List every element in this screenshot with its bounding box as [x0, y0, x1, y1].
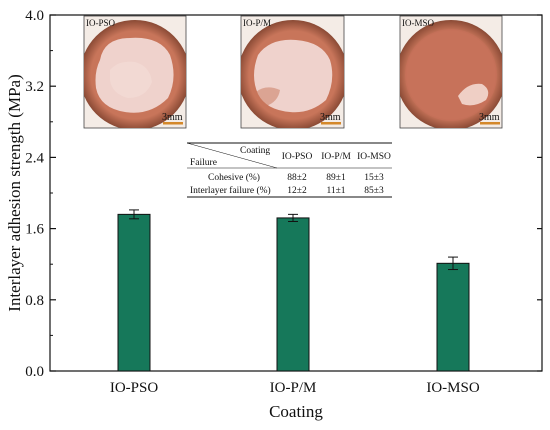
y-tick-label: 3.2: [25, 79, 44, 95]
table-corner-failure: Failure: [190, 158, 217, 168]
x-tick-label: IO-P/M: [270, 380, 317, 396]
x-tick-label: IO-MSO: [426, 380, 480, 396]
table-col-header: IO-PSO: [282, 152, 313, 162]
failure-table: Coating Failure IO-PSO IO-P/M IO-MSO Coh…: [186, 142, 392, 198]
table-corner-coating: Coating: [240, 146, 270, 156]
y-tick-label: 4.0: [25, 8, 44, 24]
inset-label-io-mso: IO-MSO: [402, 18, 435, 28]
error-bar: [129, 209, 139, 220]
table-cell: 11±1: [326, 186, 345, 196]
error-bar: [448, 256, 458, 271]
bar: [117, 213, 151, 372]
table-row-label: Interlayer failure (%): [190, 185, 271, 196]
table-cell: 85±3: [364, 186, 384, 196]
table-cell: 88±2: [287, 173, 307, 183]
bar: [436, 262, 470, 372]
x-axis: IO-PSO IO-P/M IO-MSO: [110, 366, 480, 396]
table-cell: 12±2: [287, 186, 307, 196]
y-tick-label: 1.6: [25, 222, 44, 238]
y-tick-label: 0.0: [25, 364, 44, 380]
error-bar: [288, 213, 298, 222]
inset-label-io-pso: IO-PSO: [86, 18, 116, 28]
bar: [276, 217, 310, 372]
table-cell: 15±3: [364, 173, 384, 183]
scale-bar: [480, 122, 500, 125]
inset-photo-io-p-m: IO-P/M 3mm: [240, 15, 345, 129]
y-axis: 0.0 0.8 1.6 2.4 3.2 4.0: [25, 8, 542, 380]
inset-photo-io-pso: IO-PSO 3mm: [83, 15, 187, 129]
y-axis-title: Interlayer adhesion strength (MPa): [5, 74, 24, 311]
inset-scale-io-p-m: 3mm: [320, 112, 341, 123]
inset-photo-io-mso: IO-MSO 3mm: [399, 15, 503, 129]
table-row-label: Cohesive (%): [208, 172, 260, 183]
scale-bar: [163, 122, 183, 125]
y-tick-label: 0.8: [25, 293, 44, 309]
scale-bar: [321, 122, 341, 125]
inset-scale-io-pso: 3mm: [162, 112, 183, 123]
inset-label-io-p-m: IO-P/M: [243, 18, 271, 28]
table-col-header: IO-MSO: [357, 152, 391, 162]
y-tick-label: 2.4: [25, 150, 44, 166]
x-axis-title: Coating: [269, 402, 323, 421]
bar-series: [117, 209, 470, 372]
table-cell: 89±1: [326, 173, 346, 183]
inset-scale-io-mso: 3mm: [479, 112, 500, 123]
x-tick-label: IO-PSO: [110, 380, 159, 396]
table-col-header: IO-P/M: [321, 152, 351, 162]
